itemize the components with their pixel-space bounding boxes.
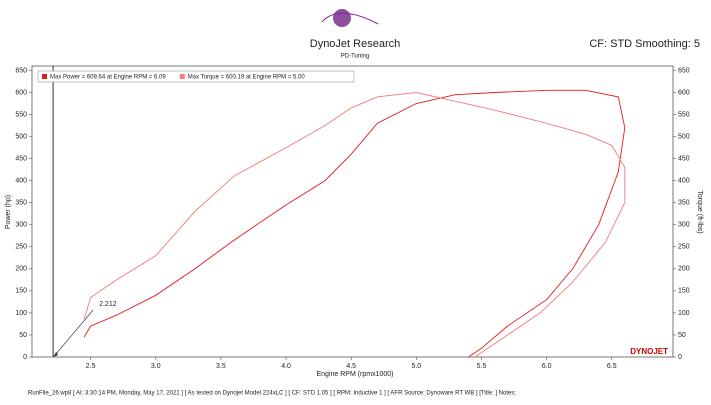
legend-label: Max Power = 609.64 at Engine RPM = 6.09	[50, 75, 166, 81]
y-axis-label: Power (hp)	[5, 195, 12, 229]
y2-tick-label: 200	[678, 266, 690, 273]
y2-tick-label: 300	[678, 222, 690, 229]
y2-axis-label: Torque (ft-lbs)	[696, 190, 703, 233]
y2-tick-label: 250	[678, 244, 690, 251]
x-tick-label: 4.0	[281, 363, 291, 370]
y2-tick-label: 400	[678, 177, 690, 184]
x-axis-label: Engine RPM (rpmx1000)	[316, 371, 393, 378]
y2-tick-label: 350	[678, 200, 690, 207]
x-tick-label: 3.5	[216, 363, 226, 370]
legend-swatch	[179, 74, 185, 79]
y-tick-label: 50	[19, 332, 27, 339]
y-tick-label: 0	[23, 354, 27, 361]
y2-tick-label: 150	[678, 288, 690, 295]
brand: DYNOJET	[630, 347, 668, 356]
y2-tick-label: 600	[678, 89, 690, 96]
y2-tick-label: 100	[678, 310, 690, 317]
x-tick-label: 6.0	[542, 363, 552, 370]
y-tick-label: 100	[15, 310, 27, 317]
x-tick-label: 2.5	[86, 363, 96, 370]
y-tick-label: 150	[15, 288, 27, 295]
y-tick-label: 500	[15, 133, 27, 140]
footer: RunFile_26.wp8 [ AI: 3:30:14 PM, Monday,…	[28, 391, 516, 397]
y-tick-label: 400	[15, 177, 27, 184]
corner-text: CF: STD Smoothing: 5	[589, 38, 700, 50]
y2-tick-label: 50	[678, 332, 686, 339]
y2-tick-label: 650	[678, 67, 690, 74]
y-tick-label: 600	[15, 89, 27, 96]
legend-swatch	[42, 74, 47, 79]
cursor-label: 2.212	[99, 301, 117, 308]
plot-frame	[31, 65, 674, 358]
y-tick-label: 300	[15, 222, 27, 229]
y-tick-label: 550	[15, 111, 27, 118]
cursor-arrow	[54, 309, 94, 356]
series-line	[83, 92, 626, 358]
y2-tick-label: 500	[678, 133, 690, 140]
x-tick-label: 5.0	[411, 363, 421, 370]
x-tick-label: 4.5	[346, 363, 356, 370]
x-tick-label: 6.5	[607, 363, 617, 370]
cursor-arrow-head	[53, 352, 59, 357]
y-tick-label: 450	[15, 155, 27, 162]
legend-label: Max Torque = 600.19 at Engine RPM = 5.00	[188, 75, 306, 81]
chart-subtitle: PD-Tuning	[341, 54, 369, 60]
y2-tick-label: 450	[678, 155, 690, 162]
x-tick-label: 3.0	[151, 363, 161, 370]
x-tick-label: 5.5	[477, 363, 487, 370]
legend-box	[37, 70, 355, 83]
y-tick-label: 200	[15, 266, 27, 273]
y-tick-label: 250	[15, 244, 27, 251]
y-tick-label: 350	[15, 200, 27, 207]
y2-tick-label: 550	[678, 111, 690, 118]
chart-title: DynoJet Research	[310, 38, 401, 50]
series-line	[83, 89, 626, 358]
y-tick-label: 650	[15, 67, 27, 74]
y2-tick-label: 0	[678, 354, 682, 361]
logo	[321, 9, 379, 27]
